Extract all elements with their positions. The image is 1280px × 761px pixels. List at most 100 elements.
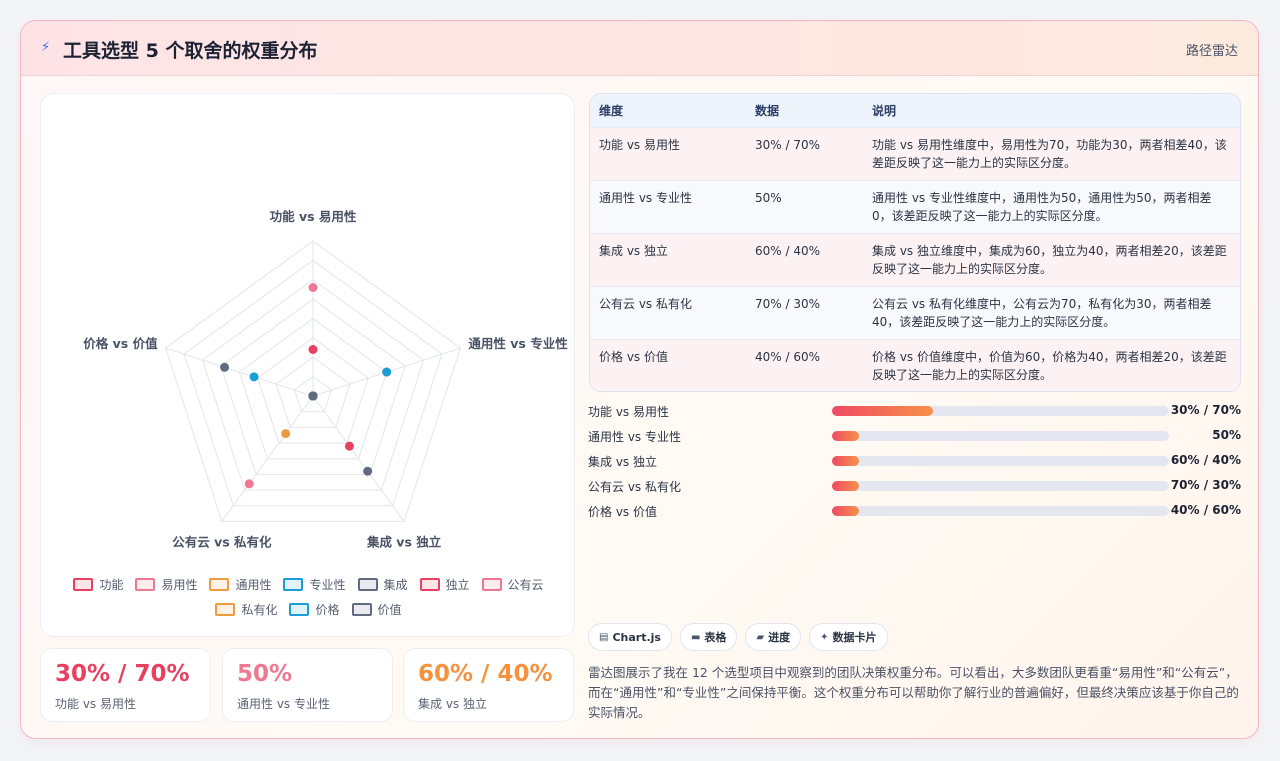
radar-point [363, 466, 373, 476]
radar-grid-ring [201, 279, 425, 491]
radar-point [249, 372, 259, 382]
cell-data: 50% [746, 179, 863, 233]
legend-swatch [135, 578, 156, 591]
column-header-data: 数据 [746, 94, 863, 127]
radar-point [244, 479, 254, 489]
cell-data: 30% / 70% [746, 126, 863, 180]
progress-value: 50% [1212, 428, 1241, 442]
cell-description: 集成 vs 独立维度中，集成为60，独立为40，两者相差20，该差距反映了这一能… [863, 232, 1240, 286]
stat-value: 60% / 40% [418, 661, 553, 687]
radar-grid-ring [257, 337, 369, 444]
legend-swatch [215, 603, 236, 616]
stat-value: 30% / 70% [55, 661, 190, 687]
radar-grid-ring [275, 356, 351, 428]
legend-label: 专业性 [309, 578, 346, 592]
legend-item[interactable]: 集成 [357, 576, 408, 593]
legend-swatch [283, 578, 304, 591]
legend-item[interactable]: 价值 [351, 601, 402, 618]
radar-grid-ring [164, 240, 462, 522]
cell-description: 价格 vs 价值维度中，价值为60，价格为40，两者相差20，该差距反映了这一能… [863, 338, 1240, 391]
legend-swatch [289, 603, 310, 616]
chip-table[interactable]: ▬ 表格 [679, 623, 738, 651]
data-table: 维度 数据 说明 功能 vs 易用性 30% / 70% 功能 vs 易用性维度… [589, 93, 1241, 392]
card-icon: ✦ [820, 631, 829, 643]
main-card: ⚡ 工具选型 5 个取舍的权重分布 路径雷达 功能 vs 易用性 通用性 vs 专… [20, 20, 1259, 739]
stat-label: 集成 vs 独立 [418, 697, 487, 711]
stat-card-1: 30% / 70% 功能 vs 易用性 [40, 648, 211, 722]
legend-swatch [357, 578, 378, 591]
chart-description: 雷达图展示了我在 12 个选型项目中观察到的团队决策权重分布。可以看出，大多数团… [588, 665, 1239, 720]
legend-label: 私有化 [241, 603, 278, 617]
progress-track [832, 406, 1169, 416]
progress-value: 40% / 60% [1170, 503, 1241, 517]
legend-swatch [419, 578, 440, 591]
radar-point [344, 441, 354, 451]
legend-label: 功能 [99, 578, 124, 592]
radar-grid-ring [293, 376, 333, 413]
stat-cards: 30% / 70% 功能 vs 易用性 50% 通用性 vs 专业性 60% /… [40, 648, 575, 722]
table-row: 价格 vs 价值 40% / 60% 价格 vs 价值维度中，价值为60，价格为… [590, 338, 1240, 391]
progress-icon: ▰ [756, 631, 765, 643]
column-header-description: 说明 [863, 94, 1240, 127]
legend-label: 集成 [383, 578, 408, 592]
progress-track [832, 431, 1169, 441]
legend-label: 独立 [445, 578, 470, 592]
progress-label: 公有云 vs 私有化 [588, 480, 681, 494]
legend-item[interactable]: 价格 [289, 601, 340, 618]
chip-data-card[interactable]: ✦ 数据卡片 [809, 623, 888, 651]
progress-value: 60% / 40% [1170, 453, 1241, 467]
radar-point [308, 345, 318, 354]
cell-description: 功能 vs 易用性维度中，易用性为70，功能为30，两者相差40，该差距反映了这… [863, 126, 1240, 180]
radar-point [308, 283, 318, 292]
stat-label: 功能 vs 易用性 [55, 697, 136, 711]
progress-row: 公有云 vs 私有化 70% / 30% [588, 476, 1241, 496]
cell-description: 公有云 vs 私有化维度中，公有云为70，私有化为30，两者相差40，该差距反映… [863, 285, 1240, 339]
legend-item[interactable]: 功能 [73, 576, 123, 593]
legend-item[interactable]: 公有云 [481, 576, 544, 593]
legend-swatch [209, 578, 230, 591]
legend-item[interactable]: 通用性 [209, 576, 271, 593]
stat-card-3: 60% / 40% 集成 vs 独立 [403, 648, 574, 722]
progress-row: 价格 vs 价值 40% / 60% [588, 501, 1241, 521]
progress-row: 通用性 vs 专业性 50% [588, 426, 1241, 446]
cell-data: 70% / 30% [746, 285, 863, 339]
radar-axis-label: 功能 vs 易用性 [270, 209, 357, 224]
cell-data: 40% / 60% [746, 338, 863, 391]
legend-label: 公有云 [507, 578, 544, 592]
progress-fill [832, 406, 934, 416]
radar-axis-line [221, 395, 314, 522]
stat-label: 通用性 vs 专业性 [237, 697, 330, 711]
table-row: 集成 vs 独立 60% / 40% 集成 vs 独立维度中，集成为60，独立为… [590, 232, 1240, 286]
chip-label: Chart.js [612, 630, 661, 644]
stat-card-2: 50% 通用性 vs 专业性 [222, 648, 393, 722]
radar-point [220, 362, 230, 372]
legend-label: 通用性 [235, 578, 272, 592]
legend-item[interactable]: 专业性 [283, 576, 346, 593]
table-row: 功能 vs 易用性 30% / 70% 功能 vs 易用性维度中，易用性为70，… [590, 126, 1240, 180]
chip-chartjs[interactable]: ▤ Chart.js [588, 623, 672, 651]
progress-label: 功能 vs 易用性 [588, 405, 669, 419]
progress-fill [832, 481, 859, 491]
legend-item[interactable]: 易用性 [135, 576, 197, 593]
progress-row: 集成 vs 独立 60% / 40% [588, 451, 1241, 471]
legend-label: 易用性 [161, 578, 198, 592]
radar-axis-line [165, 347, 314, 397]
radar-route-link[interactable]: 路径雷达 [1185, 44, 1238, 59]
radar-point [382, 367, 392, 377]
chart-icon: ▤ [599, 631, 609, 643]
chart-legend: 功能 易用性 通用性 专业性 集成 独立 公有云私有化 价格 价值 [71, 576, 546, 618]
progress-track [832, 456, 1169, 466]
radar-axis-label: 通用性 vs 专业性 [468, 336, 568, 351]
cell-data: 60% / 40% [746, 232, 863, 286]
progress-fill [832, 431, 859, 441]
card-header: ⚡ 工具选型 5 个取舍的权重分布 路径雷达 [21, 21, 1258, 76]
legend-item[interactable]: 私有化 [215, 601, 277, 618]
chip-progress[interactable]: ▰ 进度 [745, 623, 802, 651]
cell-dimension: 集成 vs 独立 [590, 232, 746, 286]
table-header-row: 维度 数据 说明 [590, 94, 1240, 127]
legend-item[interactable]: 独立 [419, 576, 470, 593]
progress-track [832, 506, 1169, 516]
legend-swatch [73, 578, 94, 591]
lightning-icon: ⚡ [41, 40, 51, 55]
